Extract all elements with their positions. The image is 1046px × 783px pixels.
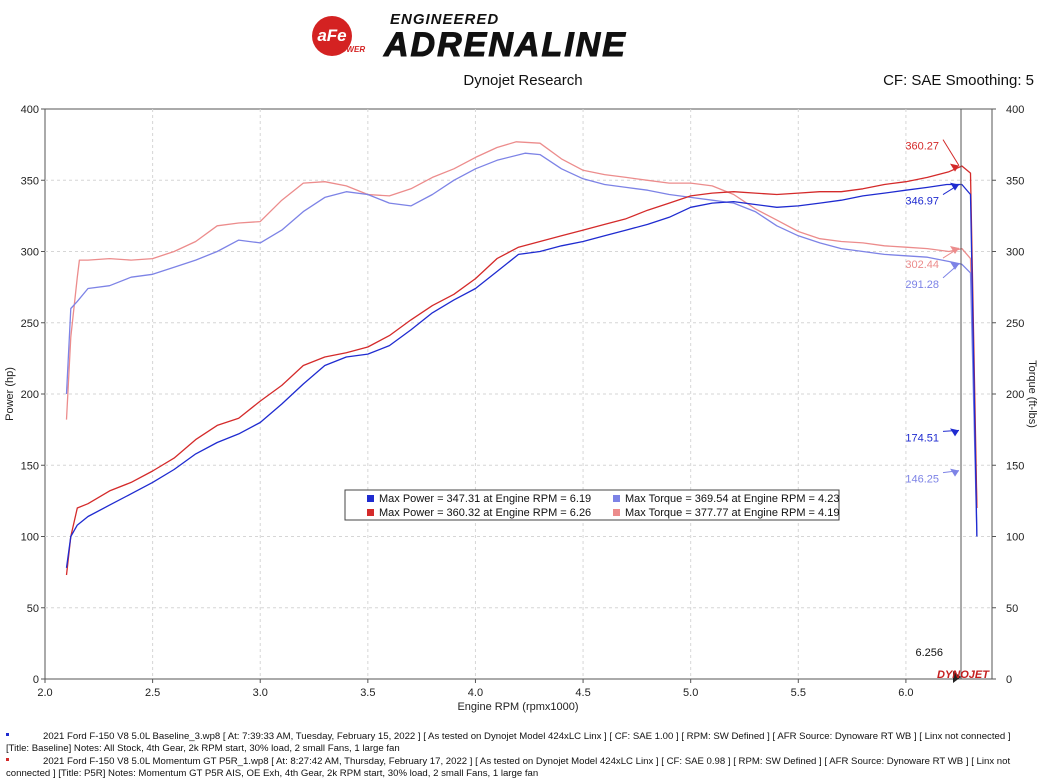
callout-value: 360.27 [905, 141, 939, 153]
dynojet-logo: DYNOJET [937, 669, 990, 681]
callout-arrow-icon [950, 163, 960, 172]
x-tick-label: 3.0 [253, 687, 268, 699]
x-tick-label: 2.5 [145, 687, 160, 699]
callout-arrow-icon [950, 182, 960, 191]
brand-main-text: ADRENALINE [383, 26, 627, 64]
callout-arrow-icon [950, 261, 960, 270]
legend-entry: Max Power = 360.32 at Engine RPM = 6.26 [379, 507, 591, 519]
y2-tick-label: 350 [1006, 175, 1024, 187]
x-tick-label: 2.0 [37, 687, 52, 699]
cursor-rpm-label: 6.256 [915, 647, 943, 659]
legend: Max Power = 347.31 at Engine RPM = 6.19 M… [344, 489, 840, 521]
x-axis: 2.0 2.5 3.0 3.5 4.0 4.5 5.0 5.5 6.0 [37, 679, 914, 699]
y-tick-label: 100 [21, 532, 39, 544]
callout-arrow-icon [950, 468, 960, 477]
x-tick-label: 4.5 [575, 687, 590, 699]
legend-entry: Max Torque = 377.77 at Engine RPM = 4.19 [625, 507, 839, 519]
series-line-mod-torque [65, 141, 978, 509]
footer-run-text: 2021 Ford F-150 V8 5.0L Momentum GT P5R_… [43, 756, 1011, 767]
y2-tick-label: 400 [1006, 104, 1024, 116]
x-tick-label: 6.0 [898, 687, 913, 699]
callout-leader [942, 139, 960, 166]
footer-run-line: 2021 Ford F-150 V8 5.0L Momentum GT P5R_… [6, 756, 1010, 768]
callout-value: 302.44 [905, 259, 939, 271]
y2-tick-label: 0 [1006, 674, 1012, 686]
x-tick-label: 3.5 [360, 687, 375, 699]
y-axis-title: Power (hp) [4, 367, 16, 421]
legend-swatch [613, 509, 620, 516]
callout-value: 346.97 [905, 196, 939, 208]
series-line-baseline-torque [65, 152, 978, 537]
y-tick-label: 250 [21, 318, 39, 330]
series-line-baseline-power [65, 183, 978, 568]
series-group [65, 141, 978, 576]
callout-arrow-icon [950, 428, 960, 437]
y-tick-label: 400 [21, 104, 39, 116]
footer-color-swatch [6, 733, 9, 736]
legend-box [344, 489, 840, 521]
legend-entry: Max Torque = 369.54 at Engine RPM = 4.23 [625, 493, 839, 505]
grid-lines [45, 109, 992, 679]
footer-notes-line: [Title: Baseline] Notes: All Stock, 4th … [6, 743, 400, 754]
x-tick-label: 5.0 [683, 687, 698, 699]
y-tick-label: 350 [21, 175, 39, 187]
legend-entry: Max Power = 347.31 at Engine RPM = 6.19 [379, 493, 591, 505]
x-axis-title: Engine RPM (rpmx1000) [457, 701, 578, 713]
x-tick-label: 5.5 [791, 687, 806, 699]
y-tick-label: 200 [21, 389, 39, 401]
y-tick-label: 0 [33, 674, 39, 686]
chart-subtitle: Dynojet Research [463, 72, 582, 89]
y2-tick-label: 100 [1006, 532, 1024, 544]
x-tick-label: 4.0 [468, 687, 483, 699]
brand-top-text: ENGINEERED [390, 11, 499, 28]
legend-swatch [367, 495, 374, 502]
y2-tick-label: 300 [1006, 247, 1024, 259]
afe-logo-sub: POWER [335, 45, 365, 54]
value-callouts: 360.27 346.97 302.44 291.28 174.51 146.25 [905, 139, 962, 683]
brand-header: aFe POWER ENGINEERED ADRENALINE [312, 11, 627, 65]
y2-tick-label: 200 [1006, 389, 1024, 401]
y2-tick-label: 150 [1006, 460, 1024, 472]
afe-logo-icon [312, 16, 352, 56]
callout-arrow-icon [950, 246, 960, 255]
cf-smoothing-label: CF: SAE Smoothing: 5 [883, 72, 1034, 89]
footer-run-text: 2021 Ford F-150 V8 5.0L Baseline_3.wp8 [… [43, 731, 1011, 742]
y2-axis-title: Torque (ft-lbs) [1026, 360, 1038, 428]
footer-notes-line: connected ] [Title: P5R] Notes: Momentum… [6, 768, 539, 779]
callout-value: 174.51 [905, 432, 939, 444]
series-line-mod-power [65, 165, 978, 576]
footer-run-line: 2021 Ford F-150 V8 5.0L Baseline_3.wp8 [… [6, 731, 1011, 743]
y-axis-power: 0 50 100 150 200 250 300 350 400 [21, 104, 45, 686]
y-tick-label: 50 [27, 603, 39, 615]
callout-value: 291.28 [905, 279, 939, 291]
y-tick-label: 300 [21, 247, 39, 259]
y2-tick-label: 50 [1006, 603, 1018, 615]
y-tick-label: 150 [21, 460, 39, 472]
legend-swatch [613, 495, 620, 502]
legend-swatch [367, 509, 374, 516]
afe-logo-text: aFe [317, 26, 346, 45]
callout-value: 146.25 [905, 474, 939, 486]
y-axis-torque: 0 50 100 150 200 250 300 350 400 [992, 104, 1024, 686]
cursor-arrow-icon [953, 671, 962, 683]
footer-color-swatch [6, 758, 9, 761]
y2-tick-label: 250 [1006, 318, 1024, 330]
